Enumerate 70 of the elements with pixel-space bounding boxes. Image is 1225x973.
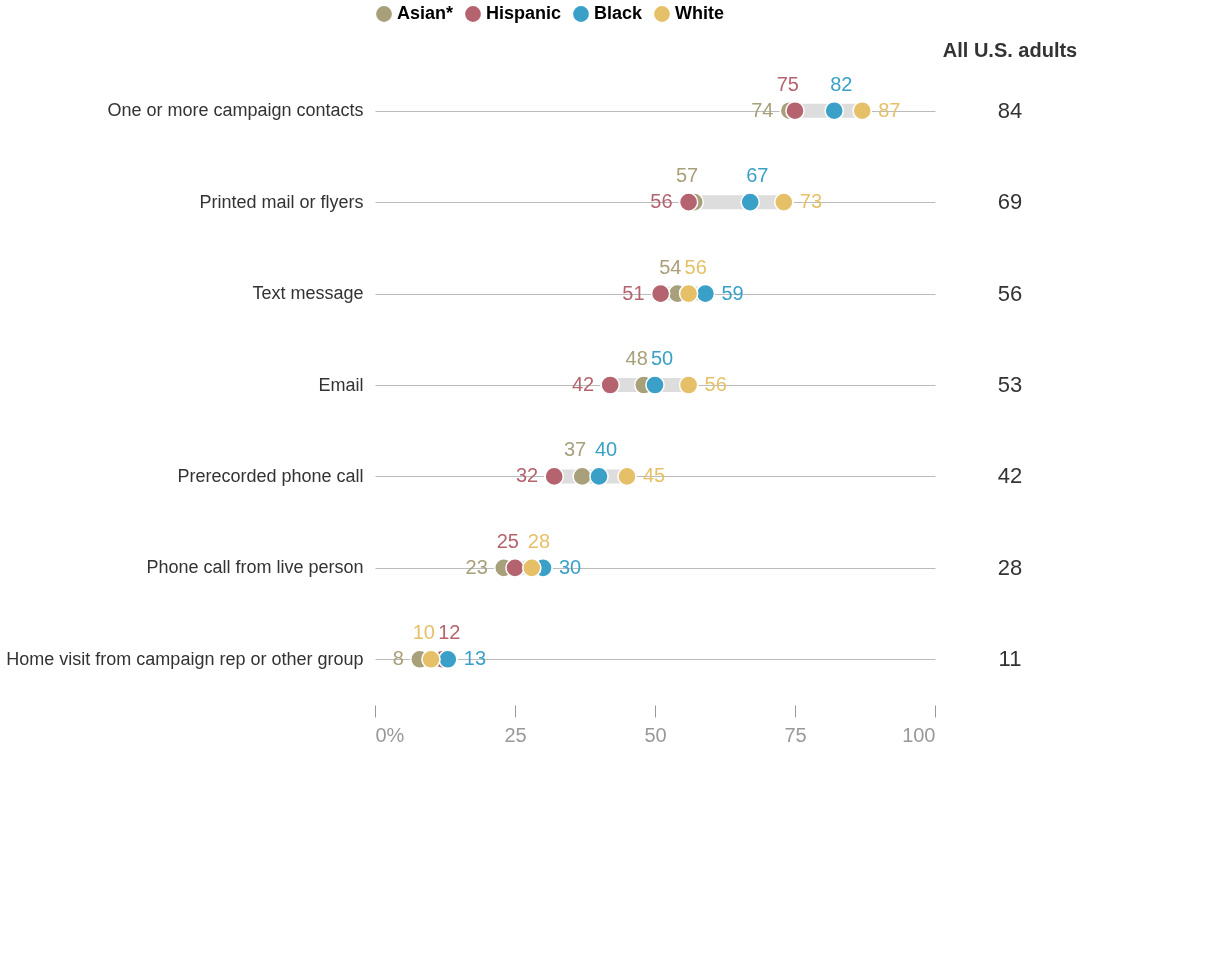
data-label: 32 — [515, 464, 539, 487]
point — [572, 466, 593, 487]
data-label: 57 — [675, 164, 699, 187]
data-label: 13 — [463, 647, 487, 670]
y-tick-label: Home visit from campaign rep or other group — [6, 648, 364, 669]
y-tick-label: Text message — [252, 283, 364, 304]
data-label: 37 — [563, 438, 587, 461]
legend-label: White — [675, 3, 724, 23]
x-tick-label: 50 — [644, 723, 667, 746]
data-label: 8 — [392, 647, 404, 670]
y-tick-label: Email — [318, 374, 364, 395]
point — [544, 466, 565, 487]
data-label: 56 — [997, 280, 1023, 306]
data-label: 74 — [751, 98, 774, 121]
data-label: 10 — [412, 621, 435, 644]
point — [773, 192, 794, 212]
data-label: 82 — [830, 72, 853, 95]
data-label: 56 — [650, 190, 673, 213]
y-tick-label: One or more campaign contacts — [107, 100, 364, 121]
data-label: 54 — [659, 255, 682, 278]
point — [589, 466, 609, 487]
point — [695, 283, 716, 304]
legend-label: Hispanic — [486, 3, 562, 23]
text: All U.S. adults — [942, 39, 1078, 61]
data-label: 25 — [496, 529, 519, 552]
point — [505, 558, 525, 578]
data-label: 45 — [643, 464, 666, 487]
data-label: 56 — [684, 255, 707, 278]
data-label: 87 — [878, 98, 901, 121]
data-label: 75 — [776, 72, 799, 95]
point — [617, 466, 637, 487]
data-label: 73 — [799, 190, 823, 213]
point — [521, 558, 542, 578]
point — [678, 192, 699, 212]
data-label: 67 — [746, 164, 769, 187]
x-tick-label: 100 — [902, 723, 936, 746]
point — [852, 100, 873, 121]
data-label: 42 — [997, 463, 1023, 489]
data-label: 51 — [622, 281, 645, 304]
point — [678, 283, 699, 304]
data-label: 40 — [595, 438, 618, 461]
data-label: 28 — [527, 529, 551, 552]
data-label: 50 — [651, 347, 674, 369]
data-label: 56 — [704, 373, 727, 395]
point — [678, 375, 699, 395]
data-label: 53 — [997, 372, 1023, 397]
point — [740, 192, 761, 212]
y-tick-label: Prerecorded phone call — [177, 465, 364, 486]
data-label: 48 — [625, 347, 648, 369]
legend-label: Asian* — [397, 3, 454, 23]
point — [785, 100, 805, 121]
data-label: 28 — [997, 554, 1023, 580]
data-label: 42 — [571, 373, 595, 395]
legend-label: Black — [594, 3, 644, 23]
data-label: 12 — [438, 621, 461, 644]
point — [645, 375, 665, 395]
point — [650, 283, 671, 304]
y-tick-label: Phone call from live person — [146, 557, 364, 578]
data-label: 23 — [465, 555, 488, 578]
point — [824, 100, 845, 121]
x-tick-label: 75 — [784, 723, 807, 746]
data-label: 11 — [998, 646, 1022, 672]
data-label: 30 — [559, 555, 582, 578]
x-tick-label: 25 — [504, 723, 527, 746]
data-label: 59 — [721, 281, 744, 304]
point — [600, 375, 621, 395]
data-label: 84 — [997, 97, 1023, 123]
x-tick-label: 0% — [375, 723, 405, 746]
data-label: 69 — [997, 189, 1023, 215]
y-tick-label: Printed mail or flyers — [199, 191, 364, 212]
